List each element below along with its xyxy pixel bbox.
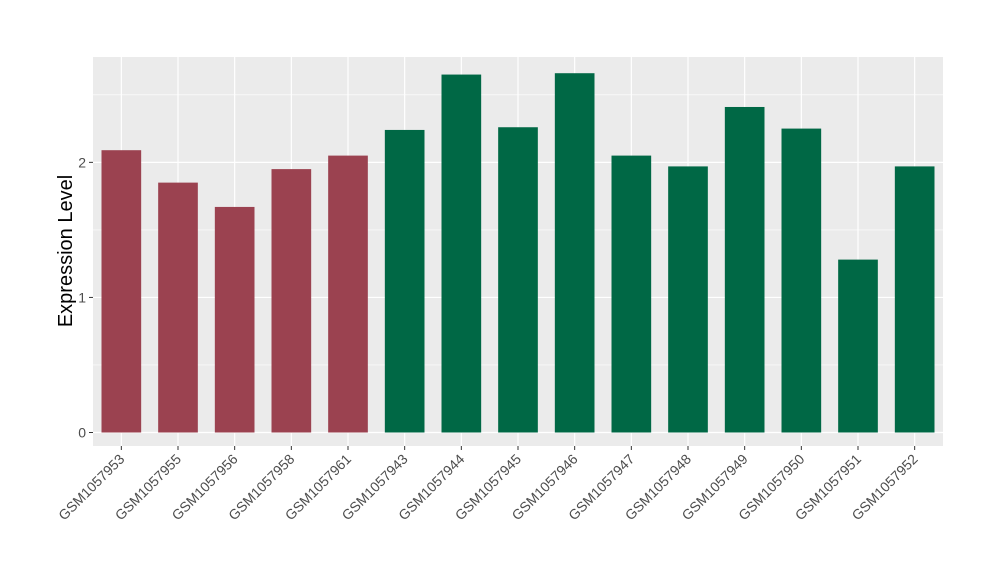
bar-GSM1057952 [894, 166, 935, 433]
bar-GSM1057961 [328, 155, 368, 433]
y-axis-title: Expression Level [55, 175, 77, 327]
bar-GSM1057950 [781, 128, 822, 433]
bar-GSM1057947 [611, 155, 652, 433]
bar-GSM1057956 [214, 206, 255, 433]
bar-GSM1057944 [441, 74, 482, 433]
bar-GSM1057951 [838, 259, 878, 433]
bar-GSM1057958 [271, 169, 312, 433]
y-tick-label: 2 [78, 154, 86, 170]
bar-GSM1057949 [724, 106, 765, 433]
bar-GSM1057948 [668, 166, 708, 433]
bar-GSM1057955 [158, 182, 198, 433]
bar-GSM1057946 [554, 73, 595, 433]
y-axis: 0 1 2 [78, 154, 93, 440]
y-tick-label: 1 [78, 289, 86, 305]
bar-GSM1057953 [101, 150, 142, 433]
bar-GSM1057943 [384, 129, 425, 433]
bars [101, 73, 935, 433]
x-axis: GSM1057953GSM1057955GSM1057956GSM1057958… [55, 446, 921, 523]
bar-GSM1057945 [498, 127, 538, 433]
y-tick-label: 0 [78, 424, 86, 440]
